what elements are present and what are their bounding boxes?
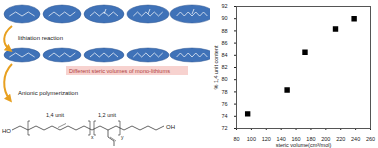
svg-text:HO: HO	[2, 128, 11, 134]
svg-text:x: x	[91, 134, 94, 140]
svg-text:72: 72	[221, 125, 227, 131]
svg-text:lithiation reaction: lithiation reaction	[18, 35, 63, 41]
svg-text:240: 240	[351, 136, 360, 142]
svg-text:180: 180	[306, 136, 316, 143]
svg-text:86: 86	[221, 40, 227, 46]
svg-text:80: 80	[221, 76, 227, 82]
svg-text:220: 220	[336, 136, 345, 142]
svg-text:76: 76	[221, 101, 227, 107]
svg-text:82: 82	[221, 64, 227, 70]
svg-text:90: 90	[221, 15, 227, 21]
svg-text:78: 78	[221, 89, 227, 95]
svg-text:OH: OH	[166, 124, 175, 130]
svg-text:200: 200	[321, 136, 331, 143]
svg-text:Different steric volumes of mo: Different steric volumes of mono-lithium…	[69, 68, 170, 74]
svg-text:92: 92	[221, 3, 227, 9]
svg-text:1,4 unit: 1,4 unit	[46, 112, 65, 118]
svg-text:160: 160	[291, 136, 301, 143]
svg-text:Anionic polymerization: Anionic polymerization	[18, 90, 78, 96]
svg-text:80: 80	[233, 136, 239, 142]
svg-text:84: 84	[221, 52, 227, 58]
svg-text:120: 120	[262, 136, 271, 142]
svg-text:74: 74	[221, 113, 227, 119]
svg-text:y: y	[121, 134, 124, 140]
svg-text:88: 88	[221, 28, 227, 34]
svg-text:260: 260	[366, 136, 375, 142]
svg-text:140: 140	[276, 136, 286, 143]
svg-text:1,2 unit: 1,2 unit	[98, 112, 117, 118]
svg-text:steric volume(cm³/mol): steric volume(cm³/mol)	[276, 142, 332, 148]
svg-text:100: 100	[247, 136, 256, 142]
svg-text:% 1,4 unit content: % 1,4 unit content	[213, 45, 219, 90]
